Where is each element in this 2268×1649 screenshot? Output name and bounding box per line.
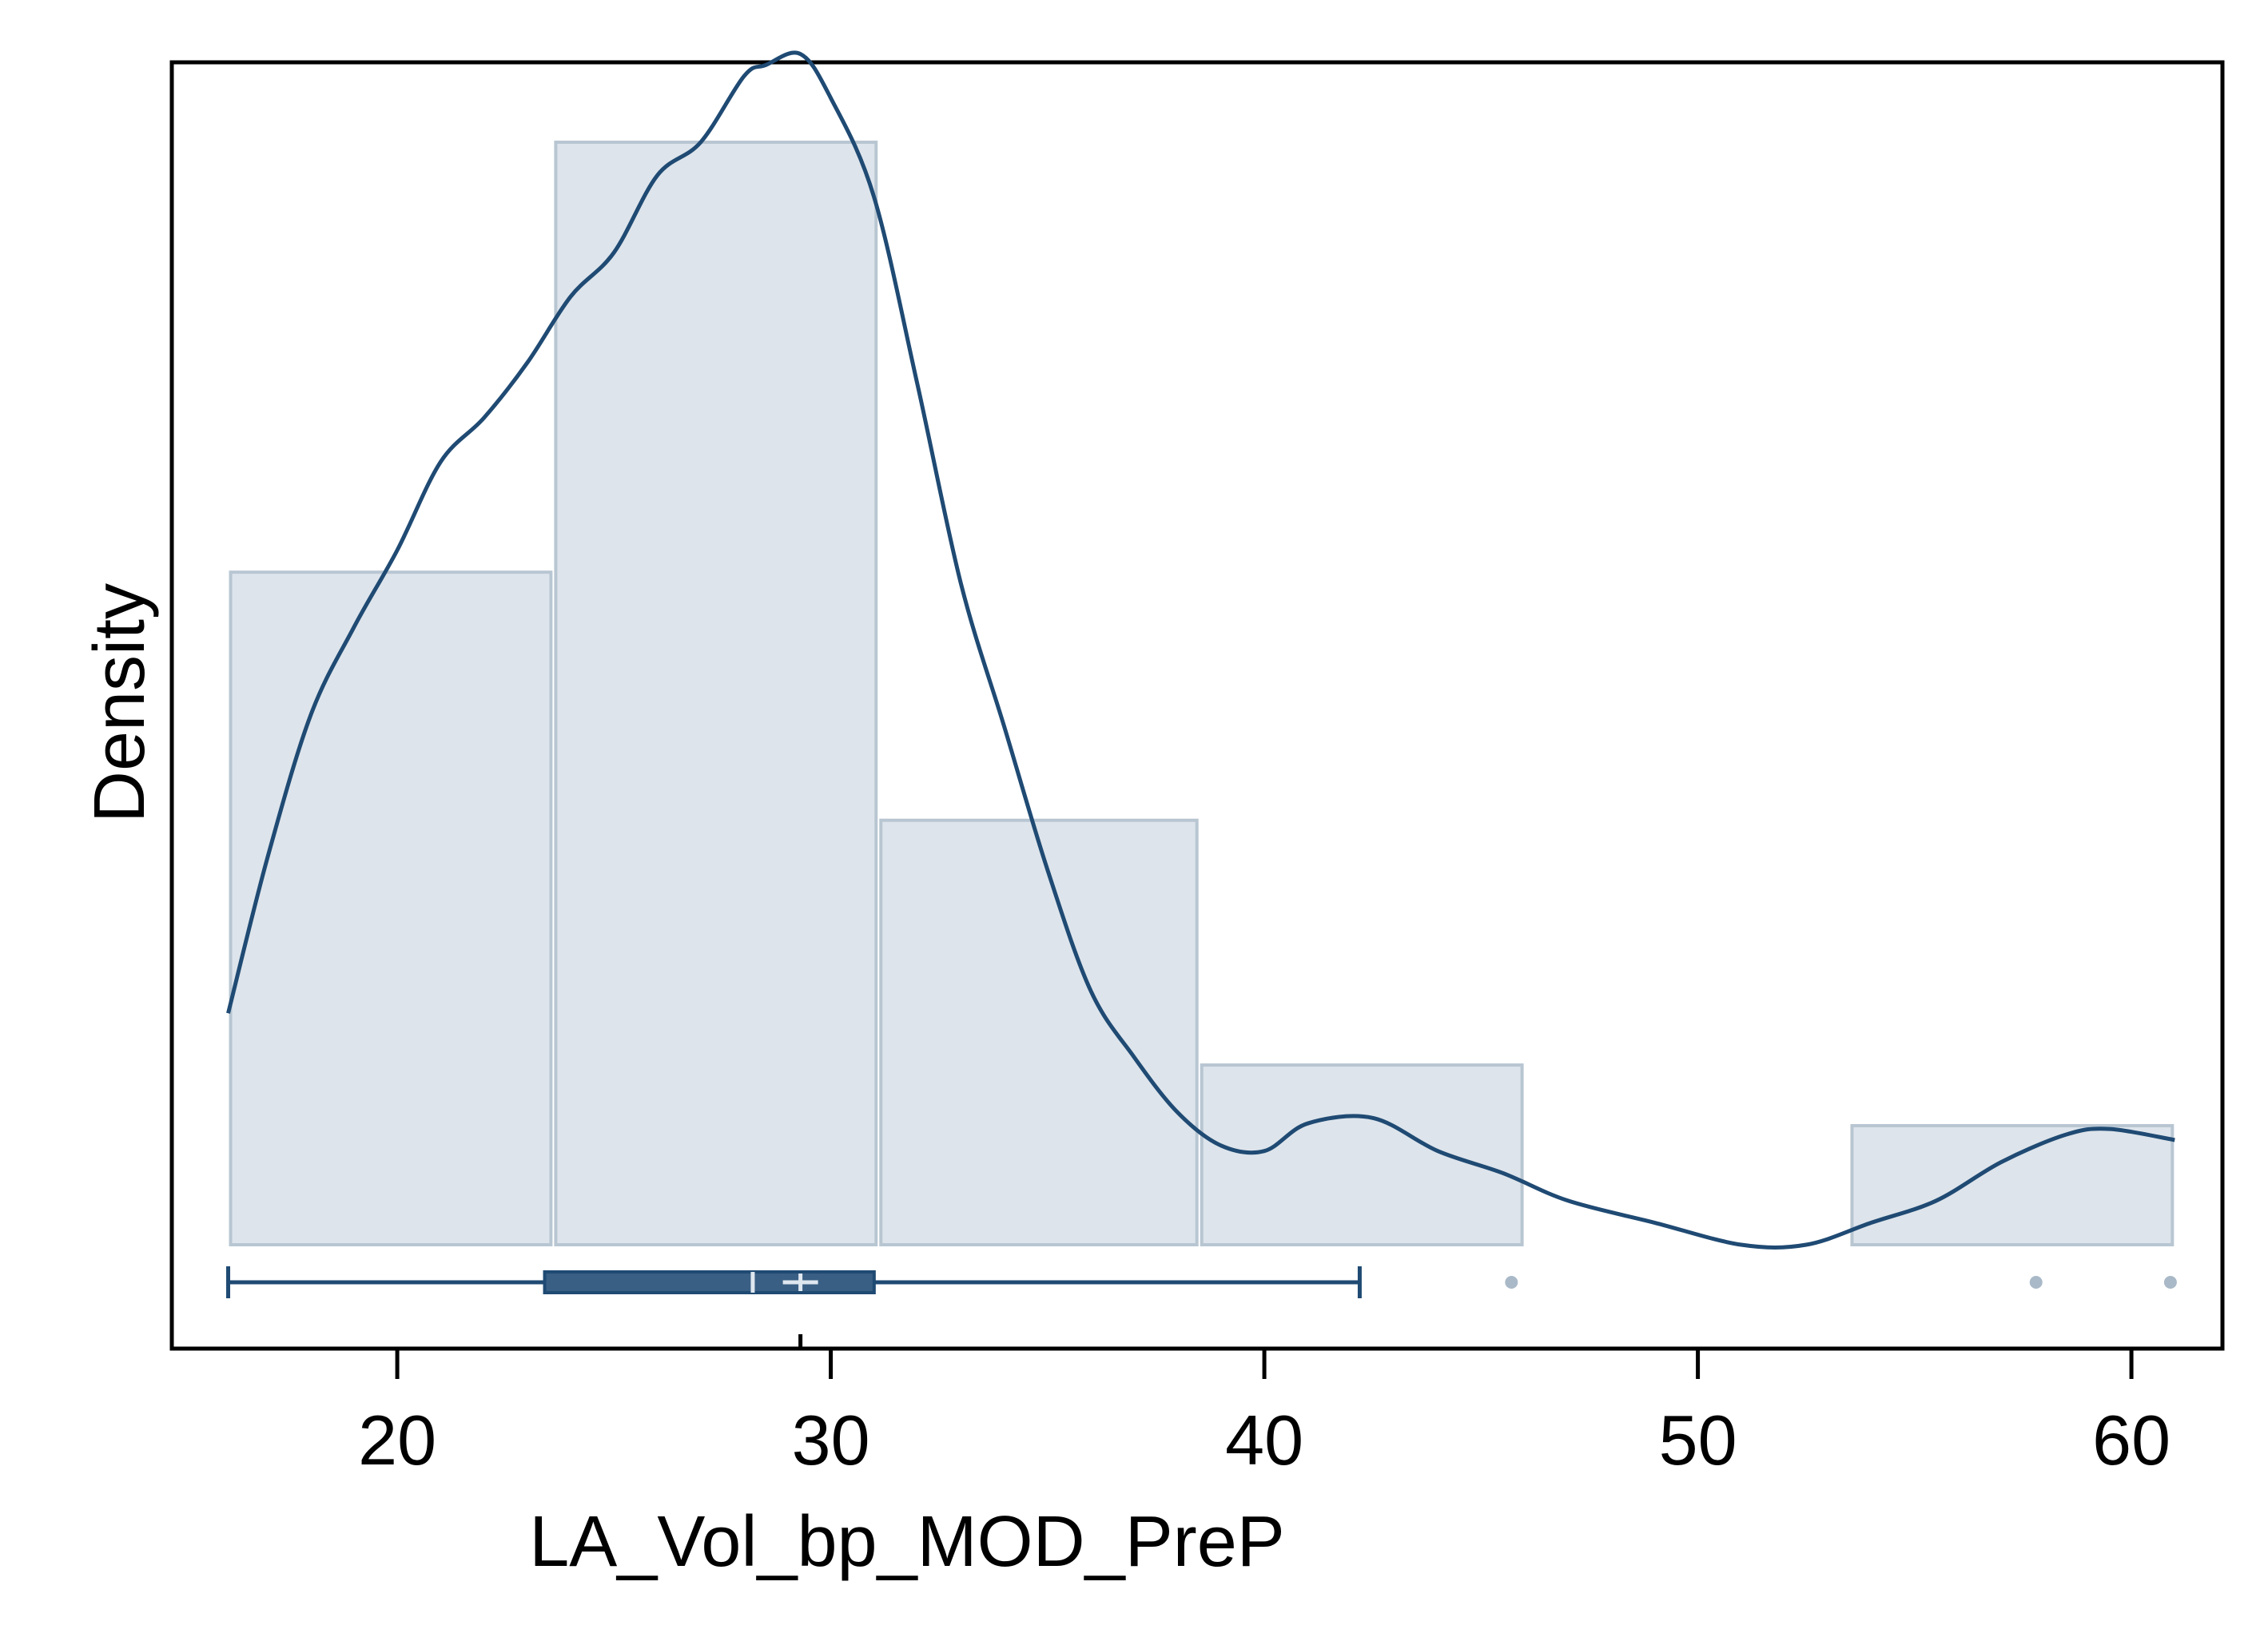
histogram-bar (1200, 1063, 1524, 1247)
x-axis-title: LA_Vol_bp_MOD_PreP (529, 1502, 1285, 1582)
outlier-point (1505, 1276, 1518, 1289)
x-tick-label: 50 (1659, 1401, 1737, 1480)
histogram-bar (554, 141, 878, 1246)
x-tick-label: 60 (2092, 1401, 2171, 1480)
x-tick-label: 30 (792, 1401, 870, 1480)
box-plot (226, 1266, 2177, 1298)
x-tick-label: 40 (1225, 1401, 1303, 1480)
outlier-point (2163, 1276, 2177, 1289)
outlier-point (2029, 1276, 2043, 1289)
x-axis: 20 30 40 50 60 (358, 1334, 2171, 1480)
histogram-bar (1850, 1123, 2174, 1246)
density-curve (226, 50, 2175, 1250)
histogram-bar (229, 570, 553, 1246)
density-curve-group (226, 50, 2175, 1250)
y-axis-title: Density (80, 583, 160, 823)
x-tick-label: 20 (358, 1401, 436, 1480)
interquartile-box (543, 1270, 876, 1294)
histogram-bars (229, 141, 2174, 1247)
histogram-bar (879, 818, 1199, 1246)
